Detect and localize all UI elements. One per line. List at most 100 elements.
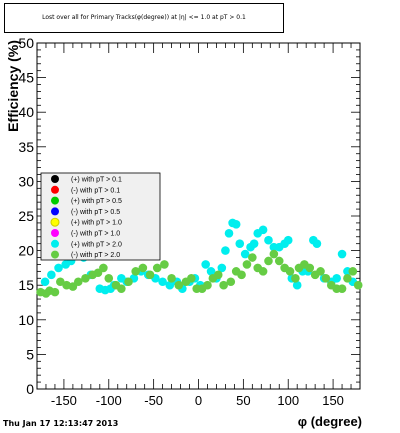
y-tick-label: 45 (18, 70, 34, 86)
legend: (+) with pT > 0.1 (-) with pT > 0.1 (+) wi… (40, 172, 161, 261)
data-point (264, 256, 273, 266)
y-tick-label: 10 (18, 312, 34, 328)
y-tick-label: 35 (18, 139, 34, 155)
data-point (291, 273, 300, 283)
data-point (248, 253, 257, 262)
data-point (165, 280, 175, 290)
data-point (242, 260, 252, 269)
legend-label: (-) with pT > 0.1 (71, 187, 120, 194)
data-point (217, 263, 227, 273)
legend-box (40, 172, 161, 261)
data-point (138, 263, 148, 273)
data-point (240, 249, 250, 259)
data-point (321, 273, 331, 283)
data-point (47, 270, 56, 280)
data-point (167, 273, 176, 283)
chart-title: Lost over all for Primary Tracks(φ(degre… (42, 14, 246, 21)
legend-label: (+) with pT > 0.5 (71, 198, 122, 205)
data-point (269, 249, 279, 259)
data-point (292, 280, 302, 290)
data-point (285, 267, 295, 276)
data-point (274, 256, 284, 266)
series-7 (36, 249, 363, 298)
x-axis-label: φ (degree) (298, 414, 362, 429)
legend-label: (+) with pT > 0.1 (71, 177, 122, 184)
legend-marker (50, 217, 60, 227)
legend-marker (51, 185, 59, 194)
data-point (219, 280, 228, 290)
data-point (226, 277, 236, 287)
y-tick-label: 40 (18, 104, 34, 120)
x-tick-label: 0 (195, 393, 202, 408)
y-tick-label: 0 (26, 381, 34, 397)
legend-marker (51, 250, 59, 259)
data-point (117, 284, 126, 293)
data-point (221, 246, 230, 255)
legend-label: (+) with pT > 2.0 (71, 241, 122, 248)
data-point (305, 263, 315, 273)
data-point (283, 235, 293, 245)
y-tick-label: 5 (26, 346, 34, 362)
data-point (50, 287, 60, 297)
data-point (213, 270, 223, 280)
x-tick-label: 50 (236, 393, 250, 408)
data-point (258, 225, 268, 235)
legend-label: (+) with pT > 1.0 (71, 220, 122, 227)
data-point (343, 273, 352, 283)
y-tick-label: 30 (18, 173, 34, 189)
data-point (187, 273, 196, 283)
y-tick-label: 15 (18, 277, 34, 293)
data-point (158, 277, 167, 287)
data-point (203, 280, 212, 290)
x-tick-label: 100 (277, 393, 299, 408)
legend-label: (-) with pT > 1.0 (71, 231, 120, 238)
data-point (73, 277, 83, 287)
data-point (348, 267, 358, 276)
data-point (337, 284, 347, 293)
data-point (160, 260, 169, 269)
data-point (353, 280, 363, 290)
y-tick-label: 25 (18, 208, 34, 224)
y-axis-label: Efficiency (%) (5, 40, 21, 132)
y-tick-label: 50 (18, 35, 34, 51)
x-tick-label: -100 (96, 393, 122, 408)
data-point (152, 263, 162, 273)
axis-ticks (36, 42, 361, 390)
data-point (258, 267, 268, 276)
data-point (145, 270, 155, 280)
x-tick-label: -50 (144, 393, 163, 408)
data-point (99, 263, 108, 273)
legend-marker (51, 239, 59, 248)
data-point (312, 239, 322, 248)
legend-marker (51, 229, 59, 237)
legend-marker (51, 175, 59, 183)
legend-marker (51, 196, 59, 205)
data-point (231, 220, 241, 229)
data-point (316, 267, 325, 276)
legend-label: (-) with pT > 0.5 (71, 209, 120, 216)
y-tick-label: 20 (18, 243, 34, 259)
data-point (104, 273, 114, 283)
data-point (174, 280, 184, 290)
timestamp: Thu Jan 17 12:13:47 2013 (3, 419, 119, 428)
data-point (264, 235, 273, 245)
x-tick-label: 150 (322, 393, 344, 408)
data-point (54, 263, 63, 273)
data-point (124, 277, 133, 287)
data-point (224, 229, 234, 238)
data-point (40, 277, 50, 287)
data-point (206, 267, 216, 276)
data-point (201, 260, 210, 269)
x-tick-label: -150 (51, 393, 77, 408)
data-point (56, 277, 65, 287)
data-point (237, 270, 246, 280)
legend-label: (-) with pT > 2.0 (71, 252, 120, 259)
axis-tick-labels: 0 5 10 15 20 25 30 35 40 45 50 -150 -100 -50 0 50 100 150 (18, 35, 344, 408)
legend-marker (51, 207, 59, 216)
data-point (131, 267, 140, 276)
data-point (235, 239, 245, 248)
data-point (337, 249, 347, 259)
data-point (81, 273, 90, 283)
data-point (249, 239, 259, 248)
